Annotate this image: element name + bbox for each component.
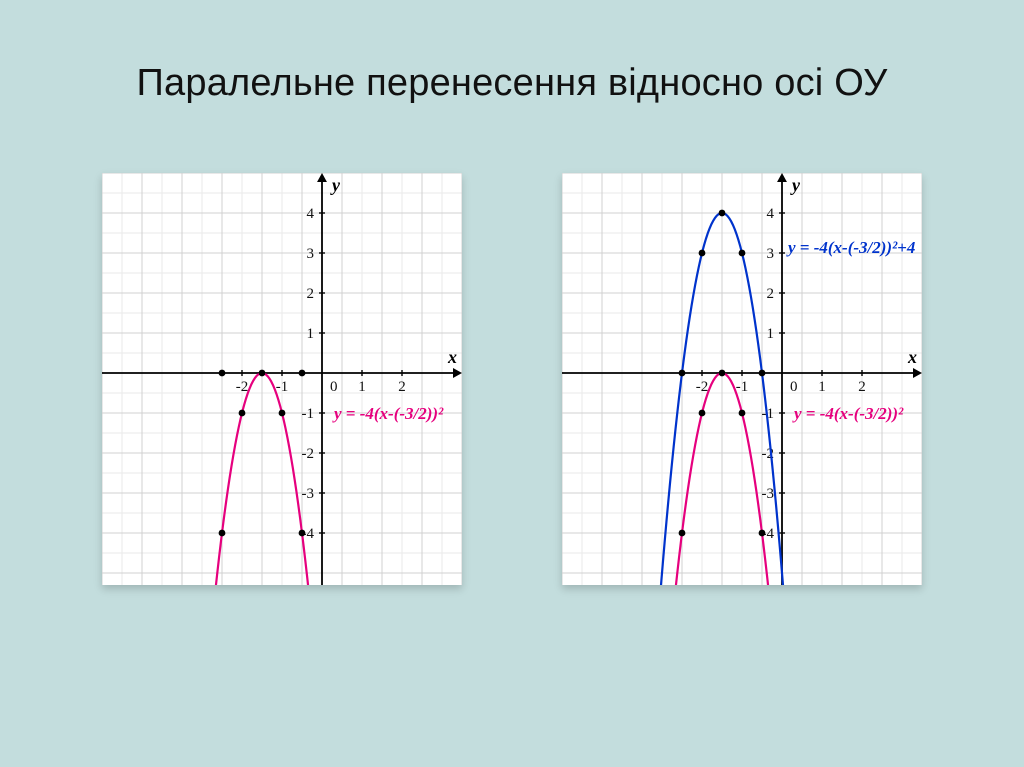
svg-text:1: 1	[307, 326, 315, 342]
right-chart: -2-112-4-3-2-112340xyy = -4(x-(-3/2))²y …	[562, 173, 922, 585]
svg-text:2: 2	[858, 379, 866, 395]
svg-text:-1: -1	[736, 379, 749, 395]
svg-text:1: 1	[767, 326, 775, 342]
svg-text:y = -4(x-(-3/2))²: y = -4(x-(-3/2))²	[332, 404, 444, 423]
svg-text:3: 3	[307, 246, 315, 262]
svg-text:y: y	[790, 175, 801, 195]
svg-text:y: y	[330, 175, 341, 195]
svg-text:-3: -3	[302, 486, 315, 502]
page-title: Паралельне перенесення відносно осі ОУ	[0, 0, 1024, 105]
svg-text:3: 3	[767, 246, 775, 262]
svg-text:1: 1	[358, 379, 366, 395]
svg-text:2: 2	[398, 379, 406, 395]
svg-text:4: 4	[767, 206, 775, 222]
svg-text:2: 2	[767, 286, 775, 302]
charts-row: -2-112-4-3-2-112340xyy = -4(x-(-3/2))² -…	[0, 173, 1024, 585]
svg-text:-2: -2	[236, 379, 249, 395]
svg-text:0: 0	[790, 379, 798, 395]
left-chart-svg: -2-112-4-3-2-112340xyy = -4(x-(-3/2))²	[102, 173, 462, 585]
svg-text:2: 2	[307, 286, 315, 302]
svg-text:-1: -1	[302, 406, 315, 422]
svg-text:-1: -1	[276, 379, 289, 395]
svg-text:-2: -2	[302, 446, 315, 462]
svg-text:y = -4(x-(-3/2))²+4: y = -4(x-(-3/2))²+4	[786, 238, 915, 257]
right-chart-svg: -2-112-4-3-2-112340xyy = -4(x-(-3/2))²y …	[562, 173, 922, 585]
left-chart: -2-112-4-3-2-112340xyy = -4(x-(-3/2))²	[102, 173, 462, 585]
svg-text:x: x	[447, 347, 457, 367]
svg-text:0: 0	[330, 379, 338, 395]
svg-text:-3: -3	[762, 486, 775, 502]
svg-text:-2: -2	[696, 379, 709, 395]
svg-text:x: x	[907, 347, 917, 367]
svg-text:1: 1	[818, 379, 826, 395]
svg-text:4: 4	[307, 206, 315, 222]
svg-text:y = -4(x-(-3/2))²: y = -4(x-(-3/2))²	[792, 404, 904, 423]
